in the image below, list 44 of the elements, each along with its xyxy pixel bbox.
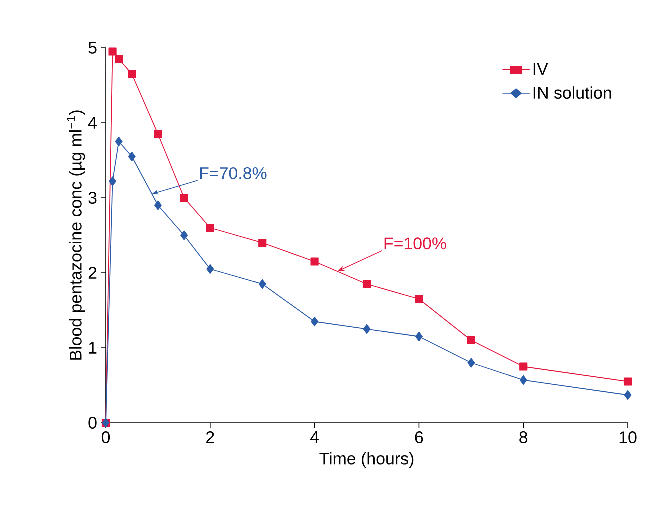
point [624, 390, 632, 400]
point [624, 378, 632, 386]
point [206, 264, 214, 274]
point [206, 224, 214, 232]
point [154, 200, 162, 210]
point [467, 336, 476, 345]
x-axis-title: Time (hours) [320, 452, 414, 468]
point [310, 258, 319, 266]
x-tick-label: 0 [102, 432, 110, 444]
point [520, 362, 528, 371]
y-tick-label: 3 [88, 192, 97, 204]
point [180, 230, 188, 240]
point [520, 375, 528, 386]
point [108, 48, 117, 56]
x-tick-label: 8 [520, 432, 528, 444]
x-tick-label: 10 [620, 432, 637, 444]
point [258, 279, 266, 290]
point [180, 194, 188, 202]
point [115, 136, 123, 147]
point [109, 176, 117, 186]
point [128, 70, 136, 78]
annotation: F=70.8% [200, 167, 267, 180]
x-tick-label: 6 [415, 432, 424, 444]
point [362, 280, 372, 288]
point [154, 130, 162, 138]
point [258, 238, 267, 248]
point [415, 332, 423, 342]
legend-label: IV [534, 63, 548, 76]
point [311, 316, 319, 327]
y-tick-label: 5 [88, 42, 97, 54]
point [363, 324, 371, 334]
x-tick-label: 4 [310, 432, 320, 444]
y-tick-label: 1 [89, 342, 97, 354]
y-tick-label: 4 [88, 117, 97, 129]
annotation: F=100% [384, 238, 446, 250]
x-tick-label: 2 [206, 432, 214, 444]
point [128, 152, 136, 162]
legend-label: IN solution [534, 86, 612, 100]
point [415, 295, 424, 304]
point [115, 55, 124, 64]
y-tick-label: 2 [88, 267, 97, 279]
point [468, 358, 476, 368]
y-tick-label: 0 [88, 417, 97, 429]
y-axis-title: Blood pentazocine conc (µg ml$^{−1}$) [67, 110, 86, 360]
